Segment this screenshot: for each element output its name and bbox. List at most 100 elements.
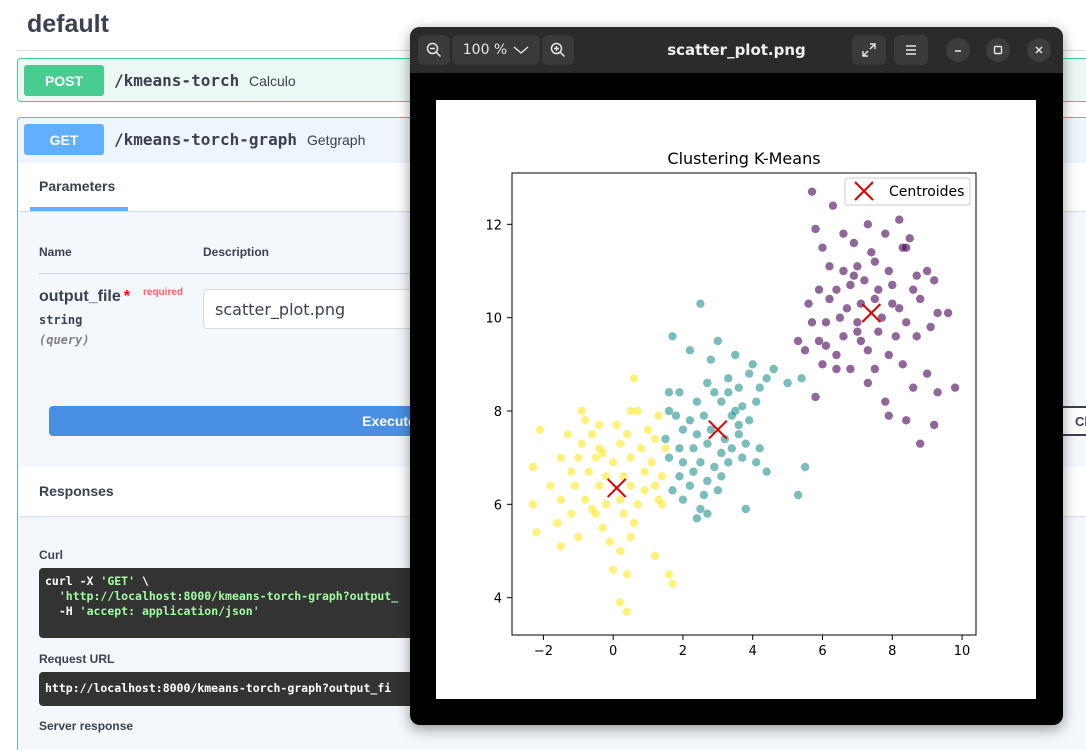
scatter-point (884, 350, 893, 360)
chart-title: Clustering K-Means (667, 149, 820, 168)
scatter-point (745, 369, 754, 378)
scatter-point (598, 523, 607, 532)
scatter-point (696, 299, 705, 308)
chart-legend: Centroides (844, 177, 971, 206)
scatter-point (793, 490, 803, 500)
scatter-point (814, 336, 824, 346)
maximize-button[interactable] (986, 38, 1010, 62)
scatter-point (800, 346, 810, 355)
scatter-point (926, 322, 935, 332)
scatter-point (769, 364, 778, 374)
scatter-point (881, 397, 890, 406)
scatter-point (588, 430, 597, 439)
scatter-point (842, 304, 852, 313)
scatter-point (929, 420, 939, 430)
scatter-point (661, 444, 670, 453)
scatter-point (668, 486, 677, 495)
scatter-point (933, 388, 942, 397)
scatter-point (724, 458, 733, 467)
scatter-point (528, 462, 538, 472)
tab-active-indicator (30, 207, 128, 211)
zoom-in-button[interactable] (542, 35, 574, 65)
scatter-point (696, 504, 705, 514)
scatter-point (884, 266, 893, 276)
scatter-point (807, 187, 817, 196)
scatter-point (933, 308, 942, 318)
zoom-level-dropdown[interactable]: 100 % (452, 35, 540, 65)
parameter-name: output_file * (39, 288, 130, 306)
scatter-point (895, 215, 904, 224)
fullscreen-icon (862, 43, 876, 57)
maximize-icon (993, 45, 1003, 55)
scatter-point (581, 416, 590, 425)
scatter-point (720, 434, 730, 444)
scatter-point (563, 430, 573, 439)
scatter-point (595, 481, 604, 490)
scatter-point (745, 416, 754, 425)
zoom-out-button[interactable] (418, 35, 450, 65)
scatter-point (710, 388, 719, 397)
scatter-point (692, 514, 702, 523)
scatter-point (633, 406, 642, 416)
scatter-point (685, 416, 695, 425)
scatter-point (598, 448, 607, 458)
scatter-point (689, 444, 698, 453)
close-button[interactable] (1027, 38, 1051, 62)
request-url-label: Request URL (39, 652, 115, 666)
scatter-point (856, 336, 866, 346)
scatter-point (818, 243, 827, 252)
zoom-out-icon (426, 42, 442, 58)
centroid-marker (708, 419, 728, 440)
parameter-name-text: output_file (39, 288, 121, 305)
scatter-point (703, 476, 712, 486)
post-operation-summary-text: Calculo (249, 73, 296, 89)
column-header-name: Name (39, 245, 72, 259)
scatter-point (717, 472, 726, 481)
scatter-point (588, 504, 597, 514)
get-operation-summary[interactable]: GET /kmeans-torch-graph Getgraph (18, 118, 1086, 162)
scatter-point (699, 490, 709, 500)
x-tick-label: 6 (818, 644, 826, 659)
scatter-point (902, 318, 911, 327)
tab-parameters[interactable]: Parameters (39, 178, 116, 194)
scatter-point (668, 332, 677, 341)
scatter-point (825, 294, 834, 304)
scatter-point (650, 434, 660, 444)
scatter-point (902, 243, 911, 252)
scatter-point (891, 332, 900, 341)
minimize-button[interactable] (946, 38, 970, 62)
scatter-point (821, 318, 831, 327)
viewer-titlebar[interactable]: 100 % scatter_plot.png (410, 27, 1063, 73)
legend-label: Centroides (889, 184, 964, 200)
scatter-point (577, 406, 586, 416)
scatter-point (800, 462, 810, 472)
scatter-point (807, 318, 817, 327)
scatter-point (626, 532, 635, 542)
scatter-point (692, 397, 702, 406)
scatter-point (783, 378, 792, 388)
scatter-point (703, 509, 712, 518)
scatter-point (692, 430, 702, 439)
scatter-point (619, 509, 628, 518)
scatter-point (577, 439, 586, 448)
scatter-point (870, 364, 880, 374)
scatter-point (731, 350, 740, 360)
scatter-point (762, 467, 771, 476)
column-header-description: Description (203, 245, 270, 259)
scatter-point (724, 374, 733, 383)
scatter-point (650, 481, 660, 490)
scatter-point (846, 280, 855, 290)
scatter-point (703, 378, 712, 388)
scatter-point (668, 579, 677, 588)
scatter-point (685, 481, 695, 490)
menu-button[interactable] (894, 35, 928, 65)
scatter-point (877, 313, 887, 322)
chevron-down-icon (513, 46, 529, 54)
get-method-badge: GET (24, 124, 104, 155)
curl-continuation: \ (135, 574, 149, 588)
scatter-point (724, 388, 733, 397)
fullscreen-button[interactable] (852, 35, 886, 65)
scatter-point (902, 416, 911, 425)
scatter-point (895, 304, 904, 313)
